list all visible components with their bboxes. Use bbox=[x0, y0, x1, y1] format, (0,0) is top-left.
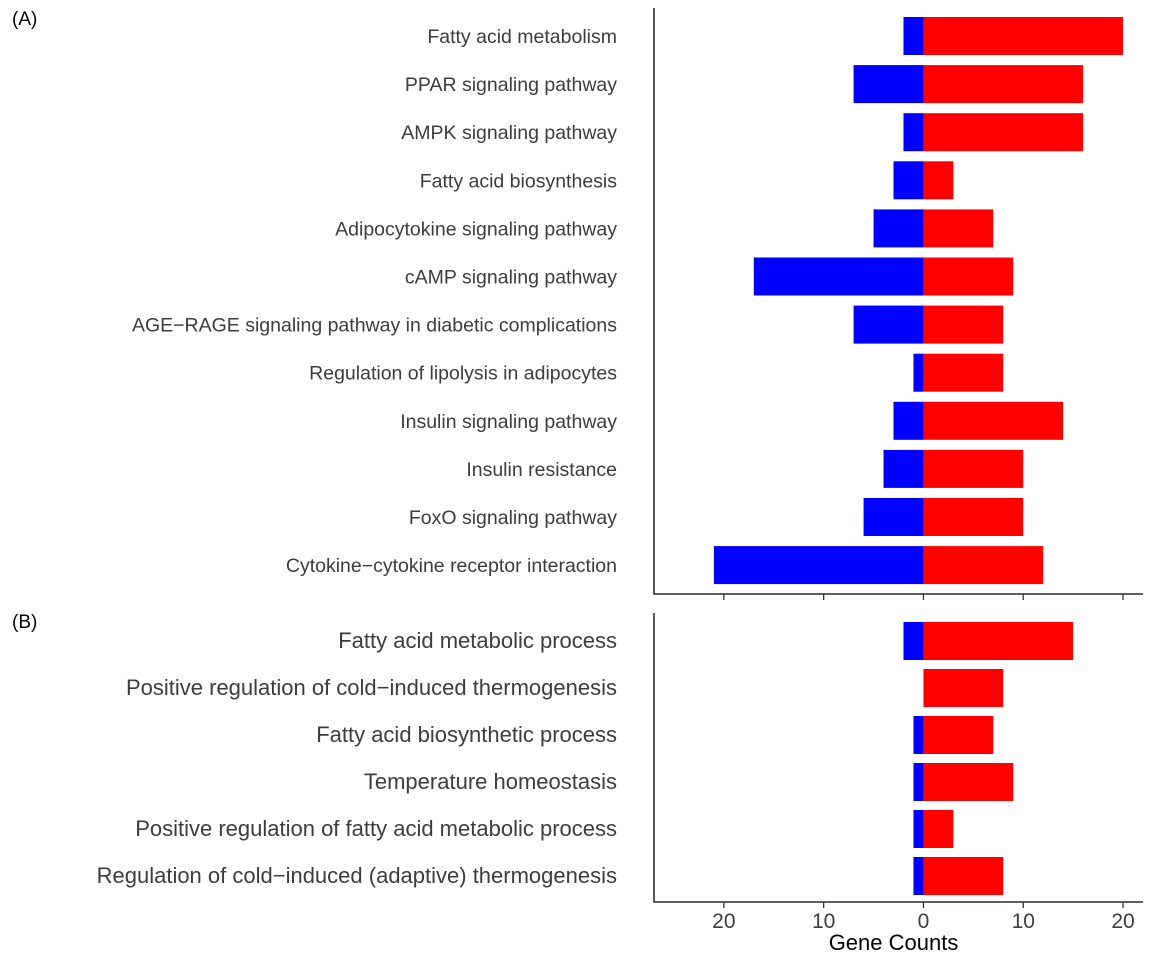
category-label: Positive regulation of fatty acid metabo… bbox=[135, 816, 617, 841]
category-label: AMPK signaling pathway bbox=[401, 122, 617, 144]
panel-label: (B) bbox=[12, 612, 37, 633]
bar-positive bbox=[923, 498, 1024, 536]
category-label: Positive regulation of cold−induced ther… bbox=[126, 675, 617, 700]
category-label: Insulin signaling pathway bbox=[400, 411, 617, 433]
bar-positive bbox=[923, 65, 1084, 104]
category-label: Fatty acid metabolism bbox=[427, 26, 617, 48]
category-label: AGE−RAGE signaling pathway in diabetic c… bbox=[132, 315, 617, 337]
bar-positive bbox=[923, 716, 994, 754]
axis-line bbox=[653, 613, 1143, 903]
bar-positive bbox=[923, 669, 1004, 707]
category-label: Adipocytokine signaling pathway bbox=[335, 218, 617, 240]
category-label: PPAR signaling pathway bbox=[405, 74, 617, 96]
bar-negative bbox=[753, 257, 924, 296]
bar-negative bbox=[913, 810, 924, 848]
axis-line bbox=[653, 8, 1143, 595]
bar-negative bbox=[883, 449, 924, 488]
category-label: FoxO signaling pathway bbox=[409, 507, 617, 529]
bar-positive bbox=[923, 209, 994, 248]
category-label: Cytokine−cytokine receptor interaction bbox=[286, 555, 617, 577]
category-label: Insulin resistance bbox=[466, 459, 617, 481]
bar-positive bbox=[923, 546, 1044, 585]
bar-positive bbox=[923, 622, 1074, 660]
bar-negative bbox=[863, 498, 924, 536]
x-axis-title: Gene Counts bbox=[829, 930, 959, 955]
category-label: Regulation of lipolysis in adipocytes bbox=[309, 363, 617, 385]
bar-negative bbox=[853, 65, 924, 104]
x-tick-label: 10 bbox=[812, 910, 835, 933]
bar-positive bbox=[923, 449, 1024, 488]
category-label: Fatty acid biosynthetic process bbox=[316, 722, 617, 747]
bar-negative bbox=[913, 716, 924, 754]
bar-positive bbox=[923, 353, 1004, 392]
category-label: Fatty acid biosynthesis bbox=[420, 170, 618, 192]
bar-negative bbox=[913, 857, 924, 895]
bar-positive bbox=[923, 305, 1004, 344]
bar-positive bbox=[923, 810, 954, 848]
bar-positive bbox=[923, 857, 1004, 895]
bar-positive bbox=[923, 763, 1014, 801]
bar-negative bbox=[903, 622, 924, 660]
category-label: Temperature homeostasis bbox=[364, 769, 617, 794]
bar-negative bbox=[913, 763, 924, 801]
category-label: cAMP signaling pathway bbox=[405, 267, 617, 289]
bar-negative bbox=[713, 546, 924, 585]
bar-positive bbox=[923, 257, 1014, 296]
bar-negative bbox=[913, 353, 924, 392]
bar-negative bbox=[893, 401, 924, 440]
x-tick-label: 0 bbox=[918, 910, 930, 933]
x-tick-label: 10 bbox=[1012, 910, 1035, 933]
bar-positive bbox=[923, 161, 954, 200]
bar-positive bbox=[923, 401, 1064, 440]
panel-a: (A) Fatty acid metabolism PPAR signaling p… bbox=[12, 8, 1143, 600]
bar-negative bbox=[853, 305, 924, 344]
bar-negative bbox=[873, 209, 924, 248]
x-tick-label: 20 bbox=[1111, 910, 1134, 933]
x-tick-label: 20 bbox=[712, 910, 735, 933]
category-label: Fatty acid metabolic process bbox=[338, 628, 617, 653]
panel-label: (A) bbox=[12, 9, 37, 30]
bar-negative bbox=[903, 17, 924, 55]
category-label: Regulation of cold−induced (adaptive) th… bbox=[97, 863, 617, 888]
bar-negative bbox=[903, 113, 924, 152]
bar-positive bbox=[923, 113, 1084, 152]
bar-negative bbox=[893, 161, 924, 200]
panel-b: (B) Fatty acid metabolic process Positive … bbox=[12, 612, 1143, 955]
bar-positive bbox=[923, 17, 1124, 55]
